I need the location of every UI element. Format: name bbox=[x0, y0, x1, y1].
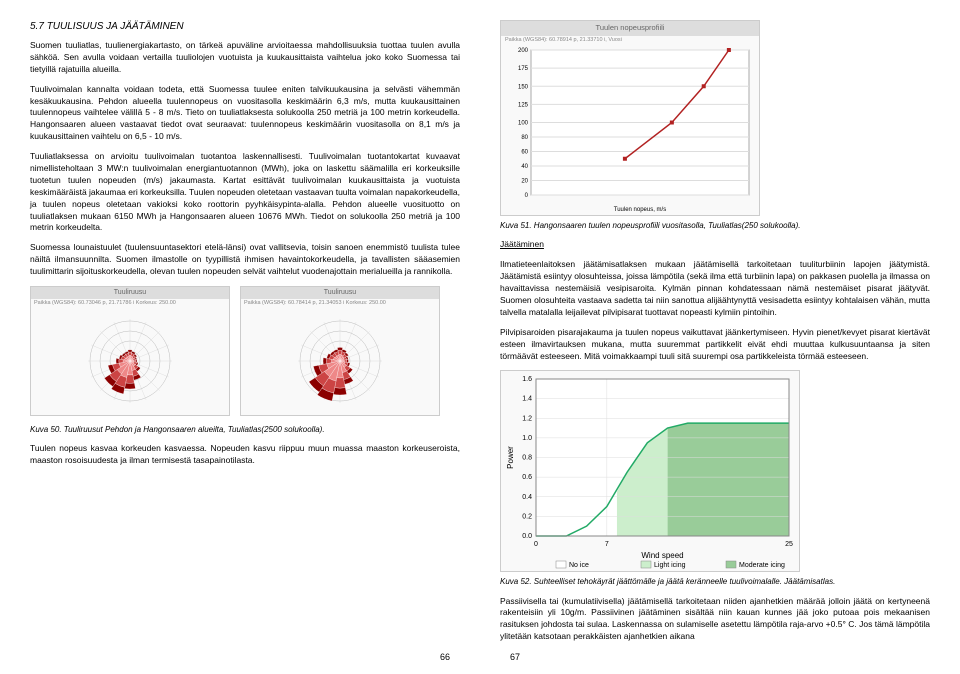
svg-text:0: 0 bbox=[525, 193, 529, 199]
para-5: Tuulen nopeus kasvaa korkeuden kasvaessa… bbox=[30, 443, 460, 467]
fig50-caption: Kuva 50. Tuuliruusut Pehdon ja Hangonsaa… bbox=[30, 424, 460, 435]
jaat-underline: Jäätäminen bbox=[500, 239, 544, 249]
page-66: 5.7 TUULISUUS JA JÄÄTÄMINEN Suomen tuuli… bbox=[0, 0, 480, 674]
para-3: Tuuliatlaksessa on arvioitu tuulivoimala… bbox=[30, 151, 460, 234]
para-6: Ilmatieteenlaitoksen jäätämisatlaksen mu… bbox=[500, 259, 930, 318]
speed-profile-chart: Tuulen nopeusprofiili Paikka (WGS84): 60… bbox=[500, 20, 760, 216]
svg-text:40: 40 bbox=[521, 164, 528, 170]
svg-text:Wind speed: Wind speed bbox=[641, 551, 683, 560]
svg-text:Power: Power bbox=[506, 446, 515, 469]
windrose-svg-1 bbox=[80, 311, 180, 411]
para-1: Suomen tuuliatlas, tuulienergiakartasto,… bbox=[30, 40, 460, 76]
svg-text:125: 125 bbox=[518, 103, 529, 109]
section-heading: 5.7 TUULISUUS JA JÄÄTÄMINEN bbox=[30, 20, 460, 34]
svg-text:60: 60 bbox=[521, 150, 528, 156]
svg-text:No ice: No ice bbox=[569, 562, 589, 569]
svg-text:20: 20 bbox=[521, 179, 528, 185]
svg-text:Light icing: Light icing bbox=[654, 562, 686, 569]
para-8: Passiivisella tai (kumulatiivisella) jää… bbox=[500, 596, 930, 644]
para-7: Pilvipisaroiden pisarajakauma ja tuulen … bbox=[500, 327, 930, 363]
section-number: 5.7 bbox=[30, 21, 44, 32]
svg-text:25: 25 bbox=[785, 541, 793, 548]
fig51-caption: Kuva 51. Hangonsaaren tuulen nopeusprofi… bbox=[500, 220, 930, 231]
windrose-row: Tuuliruusu Paikka (WGS84): 60.73046 p, 2… bbox=[30, 286, 460, 416]
windrose-hangonsaari: Tuuliruusu Paikka (WGS84): 60.78414 p, 2… bbox=[240, 286, 440, 416]
windrose-title-2: Tuuliruusu bbox=[241, 287, 439, 299]
page-67: Tuulen nopeusprofiili Paikka (WGS84): 60… bbox=[480, 0, 960, 674]
svg-text:7: 7 bbox=[605, 541, 609, 548]
svg-text:0.0: 0.0 bbox=[522, 533, 532, 540]
ice-svg: 0.0 0.2 0.4 0.6 0.8 1.0 1.2 1.4 1.6 0 7 25 Wind spee… bbox=[501, 371, 799, 571]
para-4: Suomessa lounaistuulet (tuulensuuntasekt… bbox=[30, 242, 460, 278]
svg-text:1.2: 1.2 bbox=[522, 416, 532, 423]
ice-power-chart: 0.0 0.2 0.4 0.6 0.8 1.0 1.2 1.4 1.6 0 7 25 Wind spee… bbox=[500, 370, 800, 572]
svg-text:80: 80 bbox=[521, 135, 528, 141]
page-number-right: 67 bbox=[510, 651, 520, 664]
svg-text:175: 175 bbox=[518, 66, 529, 72]
profile-svg: 0 20 40 60 80 100 125 150 175 200 Tuulen nopeus, m… bbox=[501, 45, 759, 215]
page-number-left: 66 bbox=[440, 651, 450, 664]
windrose-title: Tuuliruusu bbox=[31, 287, 229, 299]
heading-jaataminen: Jäätäminen bbox=[500, 239, 930, 251]
svg-text:200: 200 bbox=[518, 48, 529, 54]
svg-text:0.6: 0.6 bbox=[522, 475, 532, 482]
svg-text:1.4: 1.4 bbox=[522, 396, 532, 403]
fig52-caption: Kuva 52. Suhteelliset tehokäyrät jäättöm… bbox=[500, 576, 930, 587]
section-title: TUULISUUS JA JÄÄTÄMINEN bbox=[47, 21, 184, 32]
para-2: Tuulivoimalan kannalta voidaan todeta, e… bbox=[30, 84, 460, 143]
svg-text:100: 100 bbox=[518, 121, 529, 127]
windrose-svg-2 bbox=[290, 311, 390, 411]
profile-sub: Paikka (WGS84): 60.78914 p, 21.33710 i, … bbox=[501, 36, 759, 46]
svg-text:0.2: 0.2 bbox=[522, 514, 532, 521]
windrose-sub-2: Paikka (WGS84): 60.78414 p, 21.34053 i K… bbox=[241, 299, 439, 309]
svg-text:0.4: 0.4 bbox=[522, 494, 532, 501]
windrose-pehto: Tuuliruusu Paikka (WGS84): 60.73046 p, 2… bbox=[30, 286, 230, 416]
svg-text:1.6: 1.6 bbox=[522, 376, 532, 383]
profile-title: Tuulen nopeusprofiili bbox=[501, 21, 759, 36]
svg-text:150: 150 bbox=[518, 84, 529, 90]
svg-text:0.8: 0.8 bbox=[522, 455, 532, 462]
svg-text:0: 0 bbox=[534, 541, 538, 548]
svg-text:1.0: 1.0 bbox=[522, 435, 532, 442]
svg-text:Tuulen nopeus, m/s: Tuulen nopeus, m/s bbox=[614, 207, 666, 213]
windrose-sub-1: Paikka (WGS84): 60.73046 p, 21.71786 i K… bbox=[31, 299, 229, 309]
svg-text:Moderate icing: Moderate icing bbox=[739, 562, 785, 569]
